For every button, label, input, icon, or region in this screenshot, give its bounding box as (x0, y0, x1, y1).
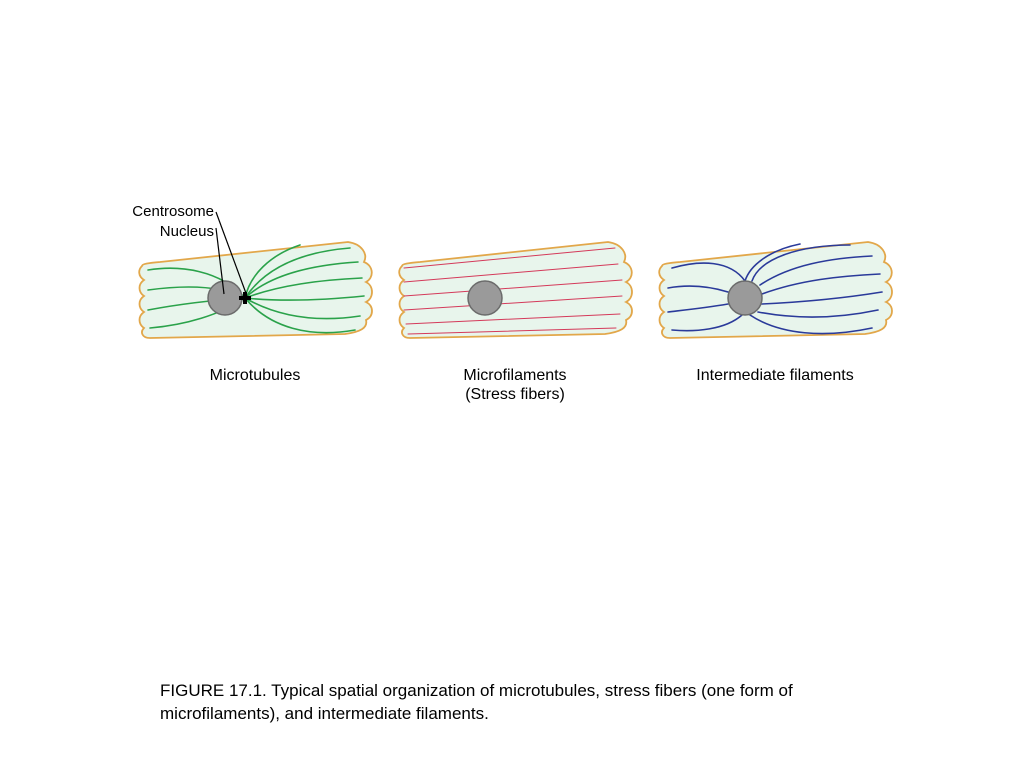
cell-label-line1: Microtubules (130, 366, 380, 385)
cell-svg-microfilaments (390, 230, 640, 360)
cell-svg-microtubules (130, 230, 380, 360)
cell-label-line1: Intermediate filaments (650, 366, 900, 385)
cell-microtubules: Microtubules (130, 230, 380, 440)
cell-label-intermediate: Intermediate filaments (650, 366, 900, 385)
cell-label-microfilaments: Microfilaments (Stress fibers) (390, 366, 640, 404)
cell-svg-intermediate (650, 230, 900, 360)
cell-intermediate: Intermediate filaments (650, 230, 900, 440)
figure-row: Microtubules Microfilaments (Stress fibe… (130, 230, 900, 440)
cell-microfilaments: Microfilaments (Stress fibers) (390, 230, 640, 440)
figure-caption: FIGURE 17.1. Typical spatial organizatio… (160, 680, 880, 726)
centrosome-pointer-label: Centrosome (104, 202, 214, 222)
cell-label-line2: (Stress fibers) (390, 385, 640, 404)
cell-label-line1: Microfilaments (390, 366, 640, 385)
figure-stage: Centrosome Nucleus Microtubules Microfil… (0, 0, 1024, 768)
cell-label-microtubules: Microtubules (130, 366, 380, 385)
